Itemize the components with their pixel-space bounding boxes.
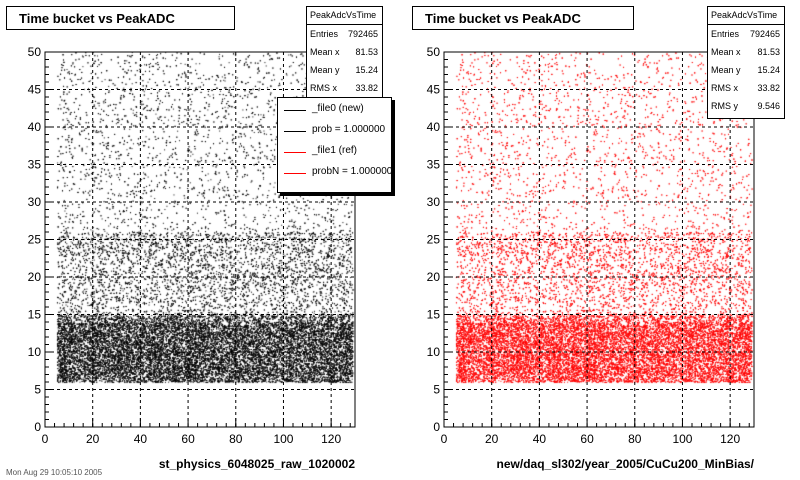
right-stats-row-mean-y: Mean y 15.24 bbox=[711, 65, 780, 75]
y-tick-label: 10 bbox=[427, 345, 441, 359]
y-tick-label: 45 bbox=[28, 83, 42, 97]
y-tick-label: 50 bbox=[28, 45, 42, 59]
y-tick-label: 50 bbox=[427, 45, 441, 59]
x-tick-label: 60 bbox=[580, 432, 594, 446]
x-tick-label: 120 bbox=[720, 432, 740, 446]
x-tick-label: 40 bbox=[134, 432, 148, 446]
right-stats-row-rms-x: RMS x 33.82 bbox=[711, 83, 780, 93]
legend-line-probn bbox=[284, 173, 306, 174]
left-stats-row-rms-x: RMS x 33.82 bbox=[310, 83, 378, 93]
left-stats-row-mean-y: Mean y 15.24 bbox=[310, 65, 378, 75]
legend-line-file1 bbox=[284, 152, 306, 153]
right-stats-name: PeakAdcVsTime bbox=[708, 7, 784, 25]
x-tick-label: 20 bbox=[485, 432, 499, 446]
x-tick-label: 20 bbox=[86, 432, 100, 446]
y-tick-label: 45 bbox=[427, 83, 441, 97]
x-tick-label: 40 bbox=[533, 432, 547, 446]
right-plot-title: Time bucket vs PeakADC bbox=[412, 6, 634, 30]
y-tick-label: 30 bbox=[427, 195, 441, 209]
y-tick-label: 15 bbox=[427, 308, 441, 322]
right-stats-box: PeakAdcVsTime Entries 792465 Mean x 81.53 … bbox=[707, 6, 785, 119]
legend-entry-file1: _file1 (ref) bbox=[278, 142, 391, 163]
legend-line-prob bbox=[284, 131, 306, 132]
x-tick-label: 0 bbox=[42, 432, 49, 446]
y-tick-label: 35 bbox=[427, 158, 441, 172]
y-tick-label: 25 bbox=[28, 233, 42, 247]
y-tick-label: 5 bbox=[34, 383, 41, 397]
legend-line-file0 bbox=[284, 110, 306, 111]
left-stats-box: PeakAdcVsTime Entries 792465 Mean x 81.53 … bbox=[306, 6, 383, 98]
legend-entry-prob: prob = 1.000000 bbox=[278, 121, 391, 142]
y-tick-label: 0 bbox=[433, 420, 440, 434]
left-plot-title: Time bucket vs PeakADC bbox=[6, 6, 235, 30]
x-tick-label: 80 bbox=[628, 432, 642, 446]
y-tick-label: 30 bbox=[28, 195, 42, 209]
left-stats-name: PeakAdcVsTime bbox=[307, 7, 382, 25]
footer-timestamp: Mon Aug 29 10:05:10 2005 bbox=[6, 468, 103, 477]
y-tick-label: 25 bbox=[427, 233, 441, 247]
y-tick-label: 20 bbox=[28, 270, 42, 284]
left-stats-row-mean-x: Mean x 81.53 bbox=[310, 47, 378, 57]
left-stats-row-entries: Entries 792465 bbox=[310, 29, 378, 39]
x-axis-label: st_physics_6048025_raw_1020002 bbox=[159, 457, 355, 471]
x-tick-label: 100 bbox=[273, 432, 293, 446]
y-tick-label: 40 bbox=[28, 120, 42, 134]
y-tick-label: 15 bbox=[28, 308, 42, 322]
y-tick-label: 10 bbox=[28, 345, 42, 359]
y-tick-label: 40 bbox=[427, 120, 441, 134]
x-tick-label: 80 bbox=[229, 432, 243, 446]
left-legend: _file0 (new) prob = 1.000000 _file1 (ref… bbox=[277, 97, 392, 193]
legend-entry-probn: probN = 1.000000 bbox=[278, 163, 391, 184]
x-tick-label: 60 bbox=[181, 432, 195, 446]
right-stats-row-mean-x: Mean x 81.53 bbox=[711, 47, 780, 57]
right-stats-row-entries: Entries 792465 bbox=[711, 29, 780, 39]
x-tick-label: 100 bbox=[672, 432, 692, 446]
right-stats-row-rms-y: RMS y 9.546 bbox=[711, 101, 780, 111]
y-tick-label: 20 bbox=[427, 270, 441, 284]
x-tick-label: 120 bbox=[321, 432, 341, 446]
x-axis-label: new/daq_sl302/year_2005/CuCu200_MinBias/ bbox=[497, 457, 755, 471]
y-tick-label: 5 bbox=[433, 383, 440, 397]
y-tick-label: 0 bbox=[34, 420, 41, 434]
legend-entry-file0: _file0 (new) bbox=[278, 100, 391, 121]
y-tick-label: 35 bbox=[28, 158, 42, 172]
x-tick-label: 0 bbox=[441, 432, 448, 446]
